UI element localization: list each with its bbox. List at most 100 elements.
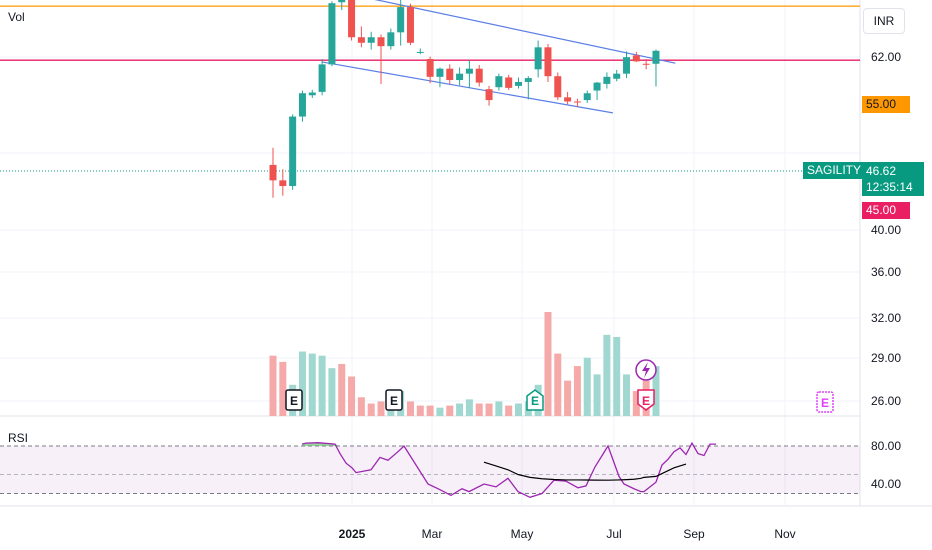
- candle-body: [505, 77, 513, 88]
- price-grid: [0, 0, 860, 505]
- price-tick-label: 62.00: [871, 50, 901, 64]
- volume-bar: [377, 401, 385, 416]
- earnings-badge: E: [285, 389, 303, 411]
- candle-body: [377, 37, 385, 47]
- volume-bar: [338, 364, 346, 416]
- candle-body: [652, 50, 660, 64]
- earnings-badge-shape: [637, 389, 655, 411]
- volume-bar: [485, 403, 493, 416]
- candle-body: [554, 76, 562, 98]
- symbol-tag[interactable]: SAGILITY: [803, 162, 862, 179]
- candle-body: [475, 68, 483, 83]
- time-tick-label: 2025: [339, 527, 366, 541]
- volume-bar: [623, 374, 631, 416]
- volume-bar: [357, 397, 365, 416]
- earnings-badge-shape: [285, 389, 303, 411]
- candle-body: [524, 78, 532, 82]
- earnings-badge: E: [637, 389, 655, 411]
- time-tick-label: Mar: [422, 527, 443, 541]
- volume-bar: [416, 405, 424, 416]
- volume-bar: [446, 405, 454, 416]
- candle-body: [357, 37, 365, 43]
- lightning-icon: [635, 359, 657, 381]
- candle-body: [279, 180, 287, 187]
- channel-lower-line: [321, 61, 613, 114]
- volume-bar: [348, 376, 356, 416]
- volume-bar: [269, 355, 277, 416]
- candle-body: [613, 73, 621, 79]
- price-tick-label: 32.00: [871, 311, 901, 325]
- time-tick-label: Jul: [606, 527, 621, 541]
- candle-body: [397, 7, 405, 33]
- currency-label: INR: [873, 14, 895, 28]
- last-price-tag[interactable]: 46.62 12:35:14: [862, 162, 924, 196]
- candle-body: [289, 116, 297, 187]
- volume-bar: [279, 361, 287, 416]
- lightning-bolt: [642, 362, 650, 378]
- volume-series: [269, 312, 660, 416]
- volume-bar: [436, 407, 444, 416]
- candle-body: [406, 7, 414, 43]
- pink-level-tag[interactable]: 45.00: [862, 202, 910, 219]
- earnings-badge: E: [385, 389, 403, 411]
- volume-bar: [505, 405, 513, 416]
- candle-series: [269, 0, 660, 198]
- last-price-value: 46.62: [866, 164, 897, 178]
- earnings-badge-letter: E: [642, 394, 650, 408]
- volume-bar: [387, 405, 395, 416]
- candle-body: [593, 82, 601, 91]
- earnings-badge-letter: E: [390, 394, 398, 408]
- channel-upper-line: [374, 0, 676, 64]
- volume-bar: [308, 353, 316, 416]
- earnings-badge-shape: [385, 389, 403, 411]
- rsi-line: [301, 441, 716, 498]
- orange-level-value: 55.00: [866, 97, 897, 111]
- candle-body: [426, 58, 434, 77]
- volume-bar: [465, 399, 473, 416]
- price-tick-label: 26.00: [871, 394, 901, 408]
- candle-body: [642, 63, 650, 65]
- volume-bar: [367, 403, 375, 416]
- candle-body: [544, 47, 552, 77]
- price-tick-label: 36.00: [871, 265, 901, 279]
- candle-body: [632, 55, 640, 62]
- currency-button[interactable]: INR: [863, 8, 905, 34]
- volume-bar: [564, 380, 572, 416]
- volume-bar: [593, 374, 601, 416]
- candle-body: [436, 68, 444, 77]
- volume-bar: [632, 391, 640, 416]
- candle-body: [573, 101, 581, 103]
- volume-bar: [426, 405, 434, 416]
- volume-legend-label: Vol: [8, 10, 25, 24]
- symbol-name: SAGILITY: [807, 163, 862, 177]
- candle-body: [446, 68, 454, 81]
- earnings-badge-shape: [526, 389, 544, 411]
- time-tick-label: Sep: [683, 527, 705, 541]
- time-tick-label: May: [511, 527, 534, 541]
- rsi-tick-label: 80.00: [871, 439, 901, 453]
- candle-body: [583, 93, 591, 101]
- candle-body: [348, 0, 356, 38]
- earnings-badge: E: [526, 389, 544, 411]
- volume-bar: [495, 401, 503, 416]
- orange-level-tag[interactable]: 55.00: [862, 96, 910, 113]
- rsi-legend-label: RSI: [8, 431, 29, 445]
- earnings-badge-letter: E: [290, 394, 298, 408]
- volume-bar: [583, 357, 591, 416]
- upcoming-earnings-box: [816, 391, 834, 413]
- candle-body: [338, 0, 346, 3]
- volume-bar: [298, 351, 306, 416]
- countdown-value: 12:35:14: [866, 180, 913, 194]
- time-tick-label: Nov: [774, 527, 795, 541]
- volume-bar: [456, 403, 464, 416]
- volume-bar: [406, 401, 414, 416]
- rsi-tick-label: 40.00: [871, 477, 901, 491]
- candle-body: [564, 97, 572, 102]
- rsi-pane: [0, 441, 860, 498]
- pink-level-value: 45.00: [866, 203, 897, 217]
- volume-bar: [554, 353, 562, 416]
- earnings-badge-letter: E: [531, 394, 539, 408]
- rsi-ma-line: [483, 461, 687, 481]
